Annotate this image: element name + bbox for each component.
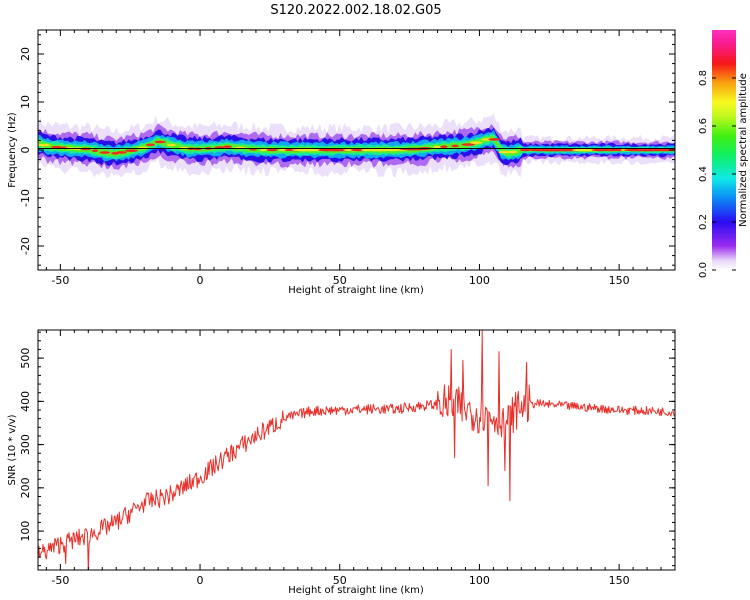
snr-panel: -50 0 50 100 150 100 200 300 400 500 Height of st… [7,329,676,596]
snr-y-tick-label: 100 [19,521,32,542]
spectrogram-peak-blob [266,148,278,152]
spectrogram-peak-blob [519,148,531,152]
colorbar-tick-label: 0.6 [698,118,709,134]
colorbar: 0.0 0.2 0.4 0.6 0.8 Normalized spectral ampl… [698,30,749,278]
colorbar-tick-label: 0.2 [698,214,709,230]
spectrogram-x-tick-label: 100 [469,274,490,287]
spectrogram-ridge [38,113,675,178]
spectrogram-peak-blob [461,143,475,146]
spectrogram-y-tick-label: 20 [19,47,32,61]
spectrogram-x-tick-label: 0 [197,274,204,287]
spectrogram-peak-blob [469,141,483,144]
colorbar-tick-label: 0.4 [698,166,709,182]
colorbar-tick-label: 0.8 [698,70,709,86]
spectrogram-peak-blob [166,143,176,147]
spectrogram-peak-blob [38,143,50,147]
spectrogram-peak-blob [451,144,459,148]
snr-series-line [38,330,675,570]
snr-x-axis-label: Height of straight line (km) [288,585,424,596]
spectrogram-peak-blob [124,149,138,152]
spectrogram-y-tick-label: -10 [19,189,32,207]
snr-x-tick-label: 50 [333,574,347,587]
figure-title: S120.2022.002.18.02.G05 [270,3,441,18]
snr-y-tick-label: 300 [19,434,32,455]
snr-x-tick-label: 100 [469,574,490,587]
spectrogram-peak-blob [656,148,675,152]
spectrogram-panel: -50 0 50 100 150 -20 -10 0 10 20 Height of straig… [7,29,676,296]
snr-x-tick-label: 150 [609,574,630,587]
spectrogram-x-tick-label: 50 [333,274,347,287]
spectrogram-y-tick-label: 0 [19,147,32,154]
spectrogram-peak-blob [116,151,127,154]
spectrogram-peak-blob [433,145,441,149]
snr-y-tick-label: 400 [19,391,32,412]
spectrogram-x-axis-label: Height of straight line (km) [288,285,424,296]
colorbar-label: Normalized spectral amplitude [738,73,749,227]
spectrogram-peak-blob [508,150,518,154]
snr-y-tick-label: 500 [19,348,32,369]
snr-frame [37,329,676,571]
spectrogram-peak-blob [278,148,288,152]
snr-x-tick-label: 0 [197,574,204,587]
spectrogram-peak-blob [145,143,155,147]
spectrogram-peak-blob [440,145,448,148]
spectrogram-x-tick-label: 150 [609,274,630,287]
spectrogram-peak-blob [488,138,501,141]
spectrogram-y-tick-label: -20 [19,237,32,255]
spectrogram-y-axis-label: Frequency (Hz) [7,112,18,188]
colorbar-tick-label: 0.0 [698,262,709,278]
spectrogram-peak-blob [259,148,267,152]
colorbar-gradient [712,30,736,270]
snr-x-tick-label: -50 [51,574,69,587]
spectrogram-peak-blob [498,150,512,154]
spectrogram-y-tick-label: 10 [19,95,32,109]
spectrogram-peak-blob [154,140,166,144]
spectrogram-peak-blob [99,151,110,154]
snr-y-axis-label: SNR (10 * v/v) [7,414,18,485]
spectrogram-peak-blob [223,145,232,148]
spectrogram-peak-blob [51,145,62,149]
spectrogram-peak-blob [365,148,394,152]
spectrogram-x-tick-label: -50 [51,274,69,287]
snr-y-tick-label: 200 [19,477,32,498]
spectrogram-peak-blob [91,149,99,152]
